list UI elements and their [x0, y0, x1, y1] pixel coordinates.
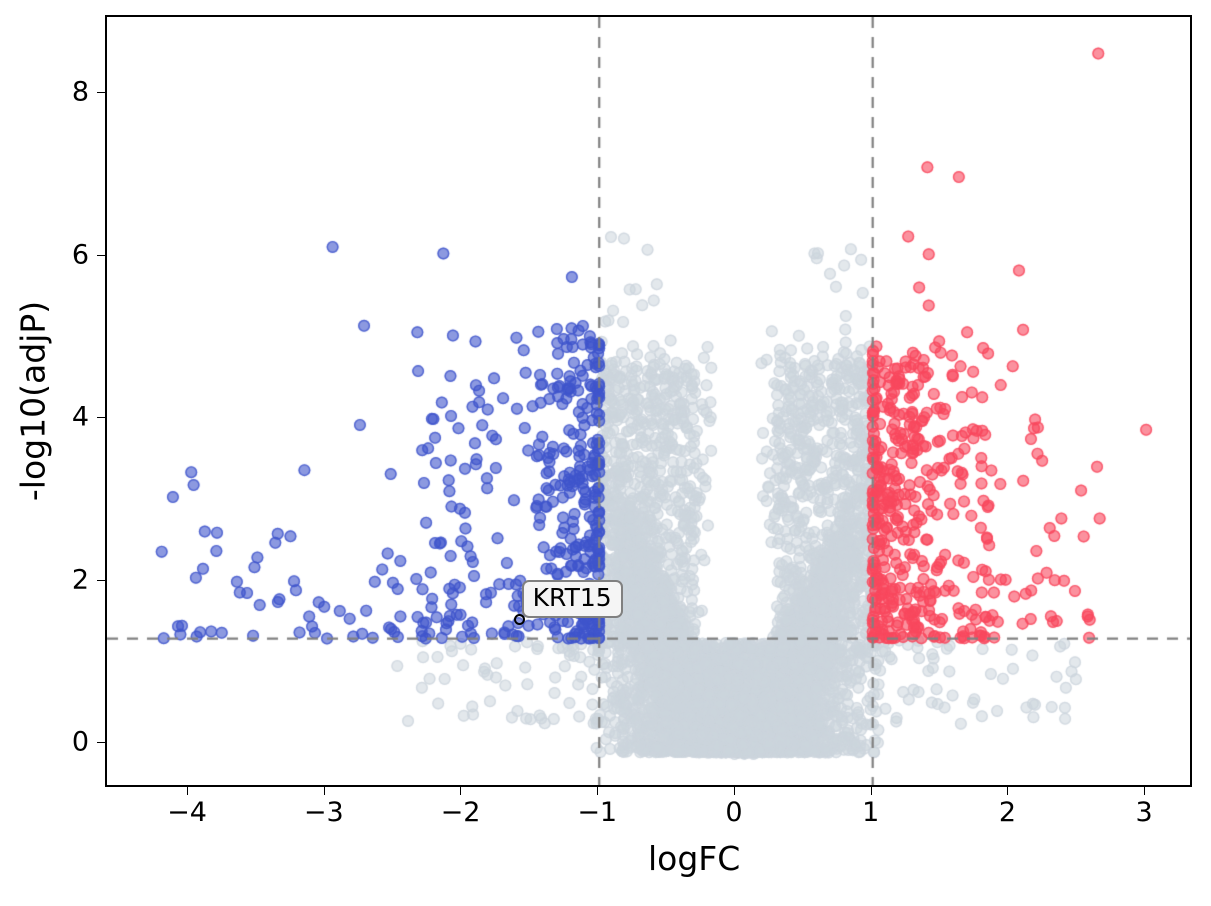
y-axis-label: -log10(adjP): [13, 300, 53, 502]
y-tick-mark: [97, 254, 105, 256]
x-tick-mark: [733, 787, 735, 795]
x-tick-mark: [187, 787, 189, 795]
y-tick-label: 4: [71, 401, 89, 433]
y-tick-label: 8: [71, 76, 89, 108]
y-tick-mark: [97, 579, 105, 581]
x-tick-mark: [1007, 787, 1009, 795]
x-tick-label: 2: [998, 797, 1016, 828]
y-tick-mark: [97, 742, 105, 744]
krt15-point-marker: [513, 614, 525, 626]
x-tick-mark: [597, 787, 599, 795]
x-tick-label: −2: [440, 797, 481, 828]
scatter-points-layer: [107, 17, 1190, 785]
y-tick-label: 0: [71, 726, 89, 758]
x-tick-mark: [323, 787, 325, 795]
x-tick-label: −3: [303, 797, 344, 828]
y-tick-mark: [97, 92, 105, 94]
krt15-annotation-label: KRT15: [521, 580, 623, 619]
x-tick-mark: [1144, 787, 1146, 795]
x-tick-label: 0: [725, 797, 743, 828]
x-axis-label: logFC: [648, 839, 741, 878]
y-tick-label: 6: [71, 239, 89, 271]
y-tick-label: 2: [71, 564, 89, 596]
x-tick-mark: [870, 787, 872, 795]
x-tick-label: −1: [577, 797, 618, 828]
x-tick-label: 3: [1135, 797, 1153, 828]
plot-area: [105, 15, 1192, 787]
y-tick-mark: [97, 417, 105, 419]
x-tick-label: 1: [862, 797, 880, 828]
x-tick-label: −4: [167, 797, 207, 828]
x-tick-mark: [460, 787, 462, 795]
